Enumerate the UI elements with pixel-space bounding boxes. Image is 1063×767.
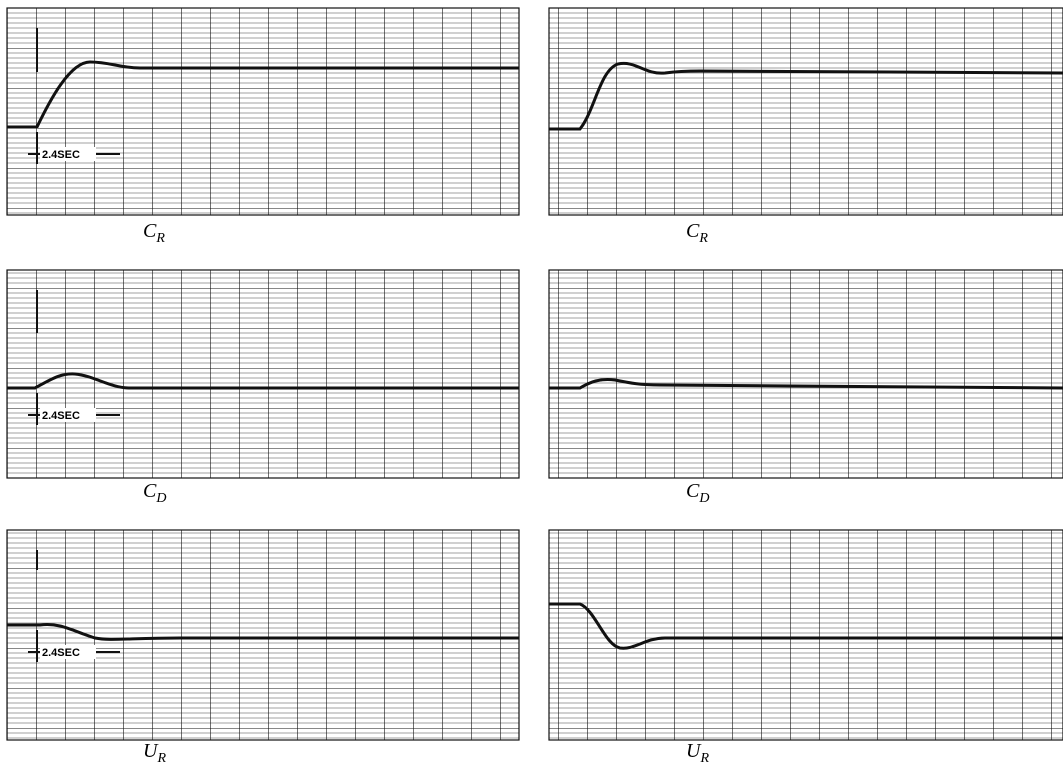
label-sub: D (155, 491, 166, 506)
label-main: C (686, 220, 700, 242)
label-main: C (686, 480, 700, 502)
label-sub: R (698, 231, 708, 246)
time-marker: 2.4SEC (42, 647, 80, 659)
panel-label: UR (686, 740, 709, 766)
time-marker: 2.4SEC (42, 410, 80, 422)
panel-label: CR (143, 220, 165, 246)
time-marker: 2.4SEC (42, 149, 80, 161)
chart-paper (549, 270, 1063, 478)
panel-label: CD (686, 480, 709, 506)
chart-paper (7, 270, 519, 478)
page: CR2.4SECCRCD2.4SECCDUR2.4SECUR (() => { … (0, 0, 1063, 767)
label-sub: R (156, 751, 166, 766)
label-sub: R (155, 231, 165, 246)
chart-paper (7, 8, 519, 215)
figure: CR2.4SECCRCD2.4SECCDUR2.4SECUR (0, 0, 1063, 767)
label-main: C (143, 220, 157, 242)
label-sub: D (698, 491, 709, 506)
panel-label: CD (143, 480, 166, 506)
label-sub: R (699, 751, 709, 766)
panel-label: CR (686, 220, 708, 246)
panel-label: UR (143, 740, 166, 766)
chart-paper (549, 530, 1063, 740)
label-main: C (143, 480, 157, 502)
chart-paper (549, 8, 1063, 215)
